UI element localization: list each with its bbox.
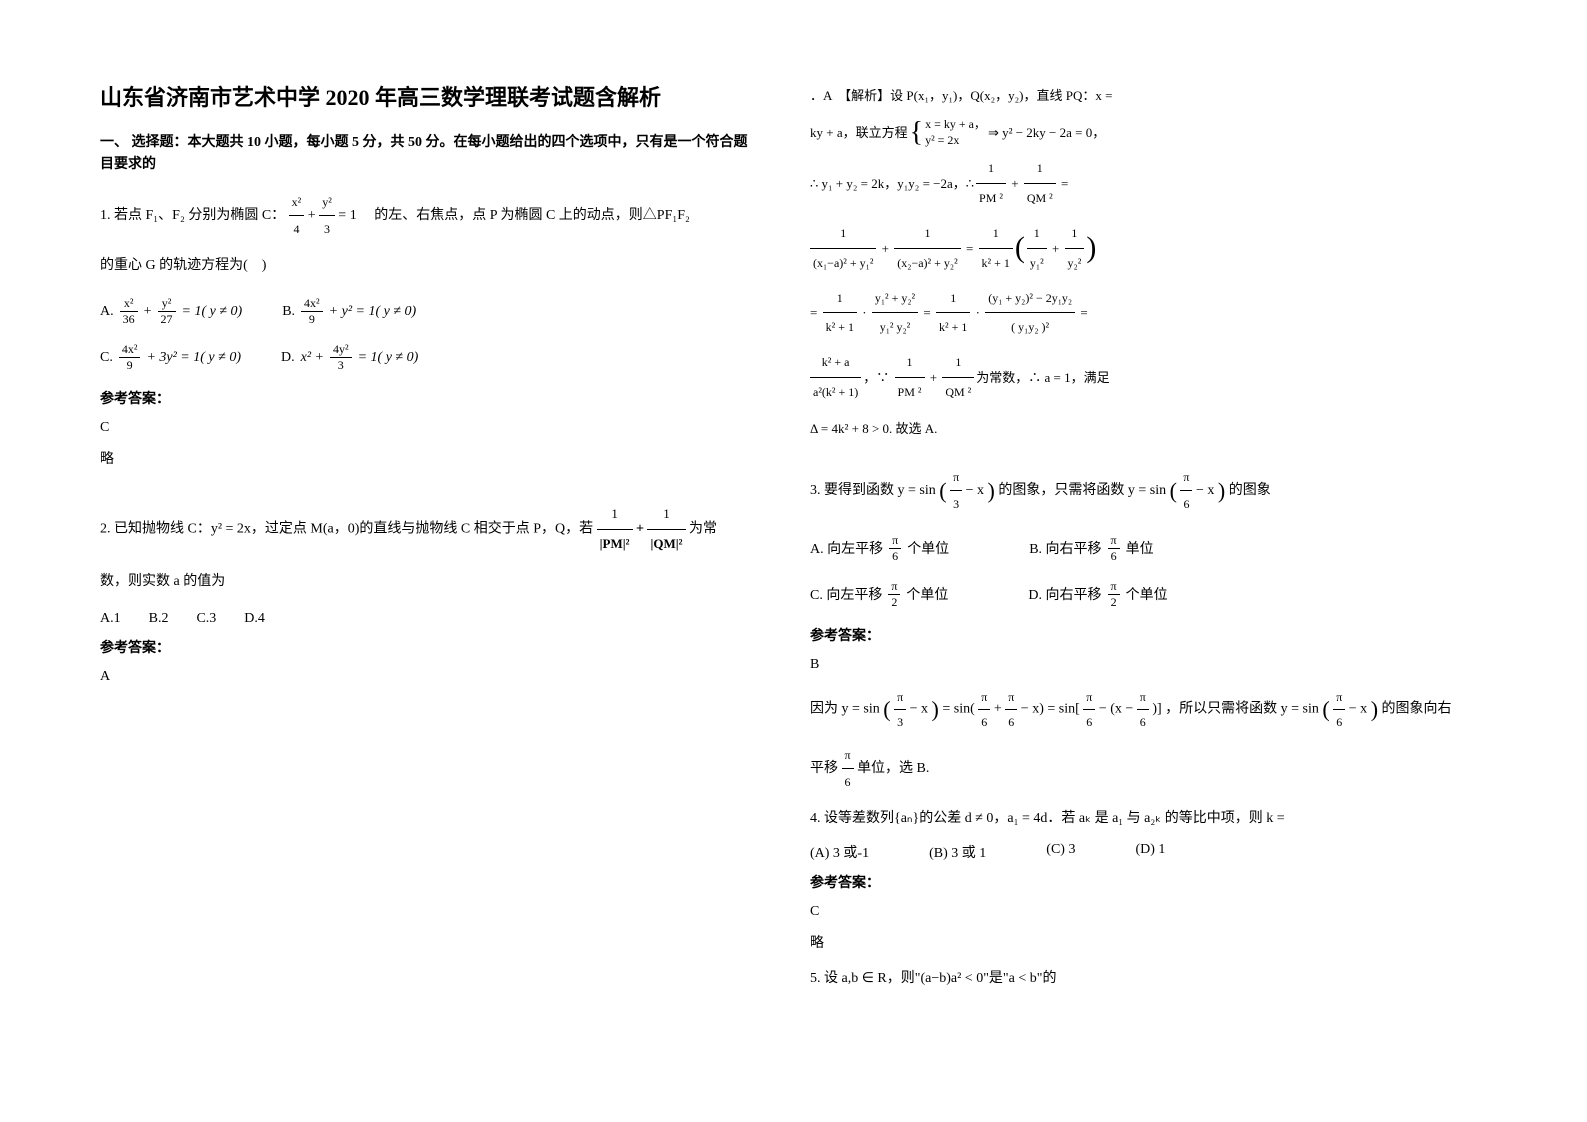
q2-answer: A <box>100 669 760 685</box>
q1-hint: 略 <box>100 448 760 468</box>
q1-prefix: 1. 若点 F₁、F₂ 分别为椭圆 C： <box>100 208 285 223</box>
q4-optB: (B) 3 或 1 <box>929 842 986 862</box>
q3-opts2: C. 向左平移 π2 个单位 D. 向右平移 π2 个单位 <box>810 579 1460 610</box>
page-title: 山东省济南市艺术中学 2020 年高三数学理联考试题含解析 <box>100 80 760 112</box>
q3-answer: B <box>810 657 1460 673</box>
q2-answer-label: 参考答案： <box>100 637 760 657</box>
q3-answer-label: 参考答案： <box>810 625 1460 645</box>
q1-options-row2: C. 4x²9 + 3y² = 1( y ≠ 0) D. x² + 4y²3 =… <box>100 342 760 373</box>
q1-optD: D. x² + 4y²3 = 1( y ≠ 0) <box>281 342 418 373</box>
q3-explain-last: 平移 π6 单位，选 B. <box>810 742 1460 796</box>
sol-line4: 1(x₁−a)² + y₁² + 1(x₂−a)² + y₂² = 1k² + … <box>810 219 1460 278</box>
sol-line3: ∴ y₁ + y₂ = 2k，y₁y₂ = −2a，∴ 1PM ² + 1QM … <box>810 154 1460 213</box>
q3-optA: A. 向左平移 π6 个单位 <box>810 533 949 564</box>
sol-line5: = 1k² + 1 · y₁² + y₂²y₁² y₂² = 1k² + 1 ·… <box>810 284 1460 343</box>
sol-line1: ．A 【解析】设 P(x₁，y₁)，Q(x₂，y₂)，直线 PQ：x = <box>810 80 1460 111</box>
q3-explain: 因为 y = sin ( π3 − x ) = sin( π6 + π6 − x… <box>810 685 1460 734</box>
q1-suffix: 的左、右焦点，点 P 为椭圆 C 上的动点，则△PF₁F₂ <box>374 208 690 223</box>
q3-mid: 的图象，只需将函数 <box>998 483 1124 498</box>
q4-optD: (D) 1 <box>1135 842 1165 862</box>
q2-options: A.1 B.2 C.3 D.4 <box>100 607 760 627</box>
q4-options: (A) 3 或-1 (B) 3 或 1 (C) 3 (D) 1 <box>810 842 1460 862</box>
q2-line2: 数，则实数 a 的值为 <box>100 567 760 598</box>
q1-optC: C. 4x²9 + 3y² = 1( y ≠ 0) <box>100 342 241 373</box>
q1-options-row1: A. x²36 + y²27 = 1( y ≠ 0) B. 4x²9 + y² … <box>100 296 760 327</box>
q3-optD: D. 向右平移 π2 个单位 <box>1028 579 1167 610</box>
q3-opts1: A. 向左平移 π6 个单位 B. 向右平移 π6 单位 <box>810 533 1460 564</box>
q1-answer-label: 参考答案： <box>100 388 760 408</box>
q1-optA: A. x²36 + y²27 = 1( y ≠ 0) <box>100 296 242 327</box>
sol-line2: ky + a，联立方程 { x = ky + a，y² = 2x ⇒ y² − … <box>810 117 1460 148</box>
section-head: 一、 选择题：本大题共 10 小题，每小题 5 分，共 50 分。在每小题给出的… <box>100 132 760 177</box>
q3-optC: C. 向左平移 π2 个单位 <box>810 579 948 610</box>
q2-solution: ．A 【解析】设 P(x₁，y₁)，Q(x₂，y₂)，直线 PQ：x = ky … <box>810 80 1460 444</box>
q2: 2. 已知抛物线 C：y² = 2x，过定点 M(a，0)的直线与抛物线 C 相… <box>100 500 760 558</box>
sol-line7: Δ = 4k² + 8 > 0. 故选 A. <box>810 413 1460 444</box>
q2-prefix: 2. 已知抛物线 C：y² = 2x，过定点 M(a，0)的直线与抛物线 C 相… <box>100 522 593 537</box>
q4-hint: 略 <box>810 932 1460 952</box>
q1-answer: C <box>100 420 760 436</box>
q4-answer: C <box>810 904 1460 920</box>
q4-answer-label: 参考答案： <box>810 872 1460 892</box>
q1-line2: 的重心 G 的轨迹方程为( ) <box>100 251 760 282</box>
q4-optA: (A) 3 或-1 <box>810 842 869 862</box>
q1: 1. 若点 F₁、F₂ 分别为椭圆 C： x²4 + y²3 = 1 的左、右焦… <box>100 189 760 243</box>
q3: 3. 要得到函数 y = sin ( π3 − x ) 的图象，只需将函数 y … <box>810 464 1460 518</box>
q3-prefix: 3. 要得到函数 <box>810 483 894 498</box>
q5: 5. 设 a,b ∈ R，则"(a−b)a² < 0"是"a < b"的 <box>810 964 1460 995</box>
q3-suffix: 的图象 <box>1229 483 1271 498</box>
sol-line6: k² + aa²(k² + 1) ，∵ 1PM ² + 1QM ² 为常数，∴ … <box>810 348 1460 407</box>
q4: 4. 设等差数列{aₙ}的公差 d ≠ 0，a₁ = 4d．若 aₖ 是 a₁ … <box>810 804 1460 835</box>
q1-optB: B. 4x²9 + y² = 1( y ≠ 0) <box>282 296 416 327</box>
q4-optC: (C) 3 <box>1046 842 1075 862</box>
q2-suffix: 为常 <box>689 522 717 537</box>
q3-optB: B. 向右平移 π6 单位 <box>1029 533 1153 564</box>
